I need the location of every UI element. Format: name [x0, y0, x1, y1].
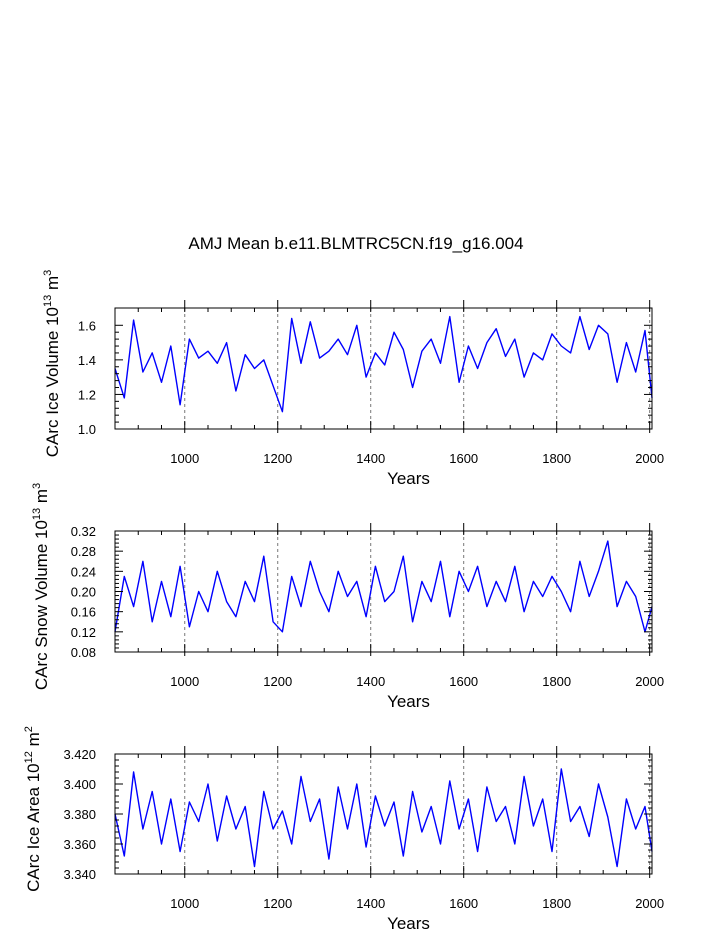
y-axis-label-ylabel-exp: 13 [31, 508, 43, 520]
y-tick-label: 1.2 [78, 387, 96, 402]
y-tick-label: 3.400 [63, 777, 96, 792]
y-tick-label: 1.6 [78, 318, 96, 333]
y-tick-label: 0.16 [71, 605, 96, 620]
x-tick-label: 1000 [170, 896, 199, 911]
x-tick-label: 1600 [449, 896, 478, 911]
x-tick-label: 1400 [356, 674, 385, 689]
y-tick-label: 3.360 [63, 837, 96, 852]
x-tick-label: 2000 [635, 674, 664, 689]
x-axis-label: Years [387, 692, 430, 711]
x-tick-label: 1600 [449, 674, 478, 689]
y-tick-label: 0.24 [71, 564, 96, 579]
figure-title: AMJ Mean b.e11.BLMTRC5CN.f19_g16.004 [188, 234, 523, 253]
chart-panel-1: 1000 1200 1400 1600 1800 2000 1.0 1.2 1.4 1.6 Year… [42, 270, 664, 488]
x-tick-label: 1800 [542, 451, 571, 466]
x-tick-label: 1200 [263, 674, 292, 689]
y-axis-label: CArc Ice Area 1012 m2 [23, 726, 43, 892]
x-tick-label: 1200 [263, 451, 292, 466]
plot-frame [114, 307, 653, 430]
x-axis-label: Years [387, 914, 430, 933]
y-axis-label-ylabel-unit: m [32, 489, 51, 508]
y-tick-label: 0.12 [71, 625, 96, 640]
chart-panel-3: 1000 1200 1400 1600 1800 2000 3.340 3.360 3.380 3… [23, 726, 664, 933]
plot-frame [114, 530, 653, 653]
x-axis-label: Years [387, 469, 430, 488]
y-axis-label-ylabel: CArc Ice Volume 10 [43, 307, 62, 457]
y-tick-label: 3.380 [63, 807, 96, 822]
x-tick-label: 1400 [356, 451, 385, 466]
chart-panel-2: 1000 1200 1400 1600 1800 2000 0.08 0.12 0.16 0.20… [31, 483, 664, 711]
y-tick-label: 0.08 [71, 645, 96, 660]
y-tick-label: 3.420 [63, 747, 96, 762]
series-line-1 [114, 540, 653, 633]
series-line-1 [114, 768, 653, 868]
x-tick-label: 2000 [635, 896, 664, 911]
y-tick-label: 3.340 [63, 867, 96, 882]
y-tick-label: 0.20 [71, 585, 96, 600]
y-axis-label-ylabel-unit-exp: 2 [23, 726, 35, 732]
y-axis-label-ylabel-exp: 13 [42, 295, 54, 307]
x-tick-label: 1000 [170, 451, 199, 466]
y-axis-label: CArc Snow Volume 1013 m3 [31, 483, 51, 690]
y-tick-label: 0.28 [71, 544, 96, 559]
y-axis-label-ylabel: CArc Ice Area 10 [24, 763, 43, 892]
y-tick-label: 1.4 [78, 353, 96, 368]
x-tick-label: 1400 [356, 896, 385, 911]
y-axis-label-ylabel-unit-exp: 3 [42, 270, 54, 276]
y-axis-label: CArc Ice Volume 1013 m3 [42, 270, 62, 458]
panels: 1000 1200 1400 1600 1800 2000 1.0 1.2 1.4 1.6 Year… [23, 270, 664, 933]
x-tick-label: 1800 [542, 674, 571, 689]
y-axis-label-ylabel: CArc Snow Volume 10 [32, 520, 51, 690]
x-tick-label: 1000 [170, 674, 199, 689]
x-tick-label: 1200 [263, 896, 292, 911]
series-line-1 [114, 315, 653, 413]
y-axis-label-ylabel-exp: 12 [23, 751, 35, 763]
x-tick-label: 2000 [635, 451, 664, 466]
y-axis-label-ylabel-unit-exp: 3 [31, 483, 43, 489]
y-axis-label-ylabel-unit: m [43, 276, 62, 295]
y-axis-label-ylabel-unit: m [24, 732, 43, 751]
y-tick-label: 1.0 [78, 422, 96, 437]
y-tick-label: 0.32 [71, 524, 96, 539]
x-tick-label: 1800 [542, 896, 571, 911]
x-tick-label: 1600 [449, 451, 478, 466]
